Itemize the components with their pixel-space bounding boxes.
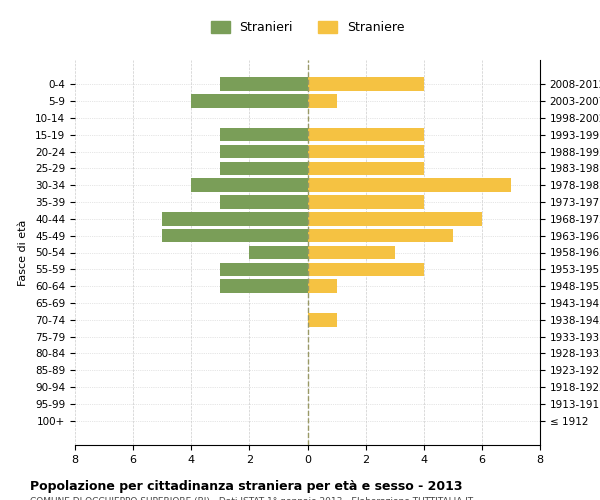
Bar xyxy=(308,128,424,141)
Bar xyxy=(220,78,308,91)
Bar xyxy=(220,162,308,175)
Bar xyxy=(220,196,308,209)
Bar xyxy=(191,94,308,108)
Bar xyxy=(220,145,308,158)
Bar xyxy=(162,229,308,242)
Bar xyxy=(191,178,308,192)
Bar xyxy=(308,162,424,175)
Bar xyxy=(308,229,453,242)
Legend: Stranieri, Straniere: Stranieri, Straniere xyxy=(206,16,409,39)
Text: Popolazione per cittadinanza straniera per età e sesso - 2013: Popolazione per cittadinanza straniera p… xyxy=(30,480,463,493)
Bar xyxy=(220,280,308,293)
Bar xyxy=(308,280,337,293)
Bar xyxy=(308,313,337,326)
Y-axis label: Fasce di età: Fasce di età xyxy=(18,220,28,286)
Bar xyxy=(308,145,424,158)
Bar xyxy=(308,246,395,259)
Bar xyxy=(250,246,308,259)
Bar xyxy=(308,196,424,209)
Text: COMUNE DI OCCHIEPPO SUPERIORE (BI) - Dati ISTAT 1° gennaio 2013 - Elaborazione T: COMUNE DI OCCHIEPPO SUPERIORE (BI) - Dat… xyxy=(30,498,473,500)
Bar xyxy=(308,78,424,91)
Bar xyxy=(308,178,511,192)
Bar xyxy=(308,212,482,226)
Bar xyxy=(308,94,337,108)
Bar xyxy=(308,262,424,276)
Bar xyxy=(220,128,308,141)
Bar xyxy=(220,262,308,276)
Bar xyxy=(162,212,308,226)
